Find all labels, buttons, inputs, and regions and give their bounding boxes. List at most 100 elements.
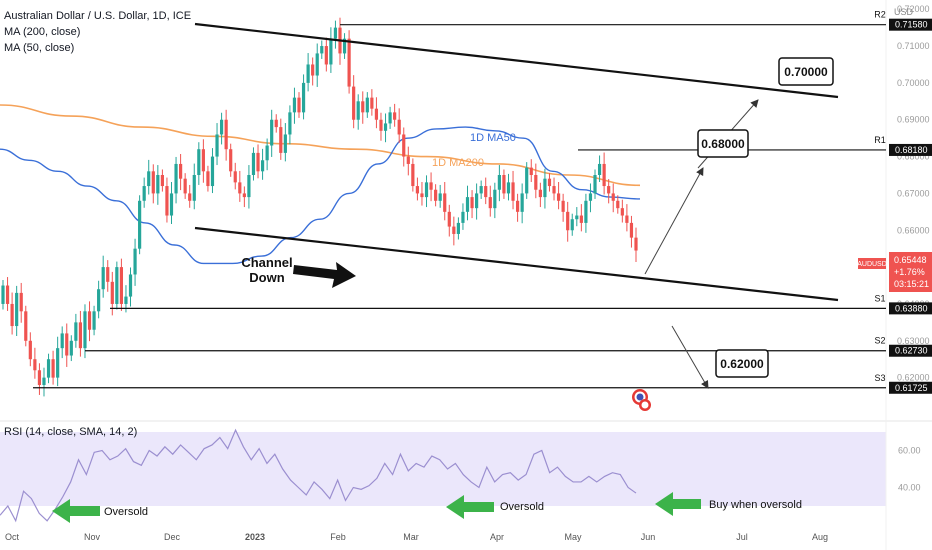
candle-body bbox=[493, 189, 497, 209]
rsi-tick-label: 40.00 bbox=[898, 483, 921, 493]
channel-upper-line bbox=[194, 22, 839, 99]
price-tick-label: 0.70000 bbox=[897, 78, 930, 88]
time-tick-label: Feb bbox=[330, 532, 346, 542]
level-price-s2: 0.62730 bbox=[895, 346, 928, 356]
currency-label: USD bbox=[894, 7, 914, 17]
target-label-070: 0.70000 bbox=[778, 57, 834, 86]
time-tick-label: Jul bbox=[736, 532, 748, 542]
candle-body bbox=[370, 97, 374, 109]
rsi-tick-label: 60.00 bbox=[898, 446, 921, 456]
candle-body bbox=[497, 175, 501, 190]
candle-body bbox=[283, 134, 287, 153]
candle-body bbox=[156, 175, 160, 194]
candle-body bbox=[87, 311, 92, 330]
time-tick-label: Oct bbox=[5, 532, 20, 542]
oversold-label-2: Oversold bbox=[500, 501, 544, 513]
candle-body bbox=[301, 82, 306, 113]
candle-body bbox=[616, 200, 620, 209]
level-price-tag bbox=[889, 344, 932, 357]
candle-body bbox=[242, 193, 246, 198]
candle-body bbox=[479, 186, 483, 194]
candle-body bbox=[566, 211, 570, 231]
candle-body bbox=[188, 193, 192, 201]
candle-body bbox=[28, 340, 32, 360]
symbol-price-badge: AUDUSD 0.65448 +1.76% 03:15:21 bbox=[857, 252, 932, 292]
candle-body bbox=[607, 186, 611, 194]
candle-body bbox=[160, 175, 164, 187]
candle-body bbox=[502, 175, 506, 194]
candle-body bbox=[534, 175, 538, 190]
level-price-tag bbox=[889, 143, 932, 156]
candle-body bbox=[42, 377, 46, 385]
candle-body bbox=[183, 178, 187, 194]
candle-body bbox=[529, 167, 533, 175]
candle-body bbox=[452, 226, 456, 234]
candle-body bbox=[233, 171, 237, 183]
candle-body bbox=[265, 145, 269, 161]
candle-body bbox=[411, 163, 415, 187]
time-tick-label: Aug bbox=[812, 532, 828, 542]
level-price-r1: 0.68180 bbox=[895, 145, 928, 155]
candle-body bbox=[484, 186, 488, 198]
chart-title: Australian Dollar / U.S. Dollar, 1D, ICE bbox=[4, 10, 191, 22]
time-tick-label: Apr bbox=[490, 532, 504, 542]
candle-body bbox=[133, 248, 137, 275]
candle-body bbox=[570, 219, 574, 231]
candle-body bbox=[60, 333, 64, 349]
candle-body bbox=[447, 211, 451, 227]
candle-body bbox=[415, 186, 420, 194]
time-tick-label: Jun bbox=[641, 532, 656, 542]
candle-body bbox=[311, 64, 315, 76]
target-label-068: 0.68000 bbox=[697, 129, 749, 158]
candle-body bbox=[552, 186, 556, 194]
candle-body bbox=[78, 322, 83, 349]
target-label-068-text: 0.68000 bbox=[701, 137, 745, 151]
bar-countdown: 03:15:21 bbox=[894, 279, 929, 289]
candle-body bbox=[329, 38, 333, 65]
time-axis: Oct Nov Dec 2023 Feb Mar Apr May Jun Jul Aug bbox=[5, 532, 828, 542]
candle-body bbox=[584, 200, 588, 223]
candle-body bbox=[219, 119, 224, 135]
candle-body bbox=[611, 193, 615, 201]
price-tick-label: 0.66000 bbox=[897, 225, 930, 235]
candle-body bbox=[37, 370, 42, 385]
candle-body bbox=[238, 182, 242, 194]
candle-body bbox=[434, 189, 438, 201]
au-flag-event-icon[interactable] bbox=[639, 399, 651, 411]
candle-body bbox=[142, 186, 146, 201]
candle-body bbox=[65, 333, 69, 356]
channel-label-line1: Channel bbox=[241, 255, 292, 270]
candle-body bbox=[461, 211, 465, 223]
candle-body bbox=[106, 267, 110, 282]
price-tick-label: 0.68000 bbox=[897, 152, 930, 162]
ma50-legend: MA (50, close) bbox=[4, 42, 74, 54]
candle-body bbox=[470, 197, 474, 209]
candle-body bbox=[274, 119, 278, 128]
candle-body bbox=[33, 359, 37, 371]
candle-body bbox=[119, 267, 124, 304]
candle-body bbox=[438, 193, 442, 201]
candle-body bbox=[179, 163, 183, 179]
candle-body bbox=[19, 292, 23, 312]
candle-body bbox=[634, 237, 638, 251]
candle-body bbox=[69, 340, 73, 356]
candle-body bbox=[352, 86, 356, 120]
candle-body bbox=[406, 156, 410, 164]
candle-body bbox=[165, 186, 169, 216]
channel-label-line2: Down bbox=[249, 270, 284, 285]
candle-body bbox=[597, 163, 602, 175]
level-name-s1: S1 bbox=[874, 293, 885, 303]
price-tick-label: 0.67000 bbox=[897, 188, 930, 198]
rsi-line bbox=[0, 428, 637, 523]
time-tick-label: May bbox=[564, 532, 582, 542]
candle-body bbox=[383, 123, 388, 131]
candle-body bbox=[620, 208, 624, 216]
candle-body bbox=[297, 97, 301, 113]
price-tick-label: 0.63000 bbox=[897, 336, 930, 346]
candle-body bbox=[333, 27, 338, 39]
candle-body bbox=[374, 108, 379, 120]
symbol-name: AUDUSD bbox=[857, 261, 887, 268]
candle-body bbox=[5, 285, 10, 304]
candle-body bbox=[342, 38, 347, 54]
